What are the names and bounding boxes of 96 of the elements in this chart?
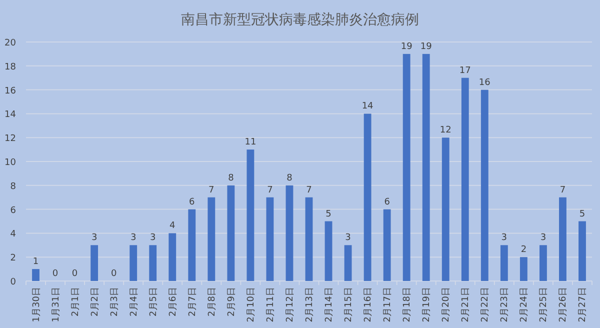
data-label: 7 (267, 185, 273, 196)
bar (520, 257, 528, 281)
bar (402, 54, 410, 281)
data-label: 19 (420, 42, 432, 52)
data-label: 7 (560, 185, 566, 196)
bar (383, 209, 391, 281)
bar (422, 54, 430, 281)
x-tick-label: 2月7日 (188, 287, 198, 316)
data-label: 6 (384, 197, 390, 208)
y-tick-label: 12 (4, 134, 16, 144)
bar (559, 197, 566, 281)
bar (344, 245, 352, 281)
bar (442, 138, 450, 281)
bar (324, 221, 332, 281)
x-tick-label: 2月10日 (246, 287, 256, 322)
x-tick-label: 2月12日 (285, 287, 296, 322)
bar (480, 90, 488, 281)
data-label: 3 (91, 233, 98, 244)
x-tick-label: 2月13日 (305, 287, 315, 322)
chart-title: 南昌市新型冠状病毒感染肺炎治愈病例 (181, 12, 419, 28)
x-tick-label: 2月26日 (558, 287, 569, 322)
x-tick-label: 2月19日 (422, 287, 432, 322)
bar (364, 114, 372, 281)
y-tick-label: 20 (4, 38, 16, 48)
x-tick-label: 2月20日 (442, 287, 452, 322)
x-tick-label: 2月23日 (500, 287, 510, 322)
x-tick-label: 2月9日 (226, 287, 237, 316)
data-label: 12 (440, 126, 452, 136)
bar (188, 209, 196, 281)
data-label: 14 (362, 102, 374, 112)
y-tick-label: 6 (10, 206, 16, 216)
x-tick-label: 2月25日 (539, 287, 550, 322)
x-tick-label: 2月6日 (168, 287, 178, 316)
data-label: 3 (130, 233, 136, 244)
x-tick-label: 2月24日 (520, 287, 530, 322)
bar (305, 197, 313, 281)
x-tick-label: 1月31日 (51, 287, 62, 322)
bar (266, 197, 274, 281)
bar (90, 245, 98, 281)
x-tick-label: 1月30日 (32, 287, 42, 322)
data-label: 1 (32, 257, 39, 268)
x-tick-label: 2月15日 (344, 287, 354, 322)
data-label: 3 (501, 233, 508, 244)
y-tick-label: 18 (4, 62, 16, 72)
x-tick-label: 2月17日 (383, 287, 394, 322)
bar (578, 221, 586, 281)
x-tick-label: 2月5日 (148, 287, 159, 316)
y-tick-label: 10 (4, 158, 16, 168)
bar (461, 78, 469, 281)
bar (540, 245, 547, 281)
bar (32, 269, 40, 281)
data-label: 3 (345, 233, 351, 244)
x-tick-label: 2月27日 (578, 287, 588, 322)
data-label: 0 (110, 269, 117, 279)
data-label: 2 (520, 245, 527, 256)
data-label: 7 (306, 185, 312, 196)
data-label: 4 (170, 221, 176, 232)
bar (130, 245, 138, 281)
data-label: 7 (208, 185, 214, 196)
bar (149, 245, 157, 281)
x-tick-label: 2月16日 (364, 287, 374, 322)
data-label: 3 (540, 233, 546, 244)
x-tick-label: 2月11日 (266, 287, 276, 322)
x-tick-label: 2月8日 (207, 287, 218, 316)
data-label: 3 (150, 233, 156, 244)
data-label: 16 (478, 78, 491, 88)
y-tick-label: 14 (4, 110, 16, 120)
y-tick-label: 4 (10, 230, 16, 240)
x-tick-label: 2月14日 (324, 287, 335, 322)
x-tick-label: 2月4日 (129, 287, 140, 316)
y-tick-label: 2 (10, 254, 16, 264)
bar (208, 197, 216, 281)
x-tick-label: 2月22日 (480, 287, 491, 322)
bar (227, 185, 235, 281)
x-tick-label: 2月21日 (461, 287, 472, 322)
bar (246, 150, 254, 281)
y-tick-label: 16 (4, 86, 16, 96)
bar (500, 245, 508, 281)
data-label: 8 (228, 173, 234, 184)
x-tick-label: 2月2日 (90, 287, 100, 316)
data-label: 0 (72, 269, 78, 279)
data-label: 11 (244, 138, 256, 148)
y-tick-label: 8 (10, 182, 16, 192)
y-tick-label: 0 (10, 278, 16, 288)
data-label: 17 (459, 66, 471, 76)
data-label: 19 (400, 42, 413, 52)
bar (168, 233, 176, 281)
x-tick-label: 2月1日 (70, 287, 81, 316)
data-label: 5 (579, 209, 586, 220)
bar (286, 185, 294, 281)
data-label: 5 (326, 209, 332, 220)
x-tick-label: 2月3日 (110, 287, 120, 316)
data-label: 6 (189, 197, 196, 208)
data-label: 0 (52, 269, 58, 279)
x-tick-label: 2月18日 (402, 287, 413, 322)
data-label: 8 (286, 173, 293, 184)
